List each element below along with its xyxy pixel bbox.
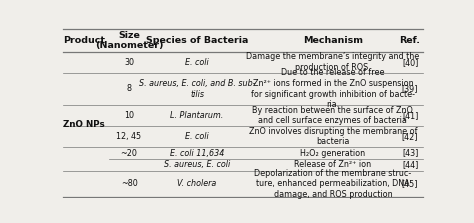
Text: L. Plantarum.: L. Plantarum.	[170, 111, 224, 120]
Text: [45]: [45]	[402, 179, 419, 188]
Text: Size
(Nanometer): Size (Nanometer)	[95, 31, 164, 50]
Text: 12, 45: 12, 45	[117, 132, 142, 141]
Text: Damage the membrane’s integrity and the
production of ROS.: Damage the membrane’s integrity and the …	[246, 52, 419, 72]
Text: ZnO involves disrupting the membrane of
bacteria: ZnO involves disrupting the membrane of …	[249, 127, 417, 147]
Text: 30: 30	[124, 58, 134, 67]
Text: S. aureus, E. coli, and B. sub-
tilis: S. aureus, E. coli, and B. sub- tilis	[139, 79, 255, 99]
Text: Mechanism: Mechanism	[303, 36, 363, 45]
Text: ~20: ~20	[120, 149, 137, 158]
Text: Depolarization of the membrane struc-
ture, enhanced permeabilization, DNA
damag: Depolarization of the membrane struc- tu…	[254, 169, 411, 199]
Text: S. aureus, E. coli: S. aureus, E. coli	[164, 161, 230, 169]
Text: By reaction between the surface of ZnO
and cell surface enzymes of bacteria: By reaction between the surface of ZnO a…	[253, 105, 413, 125]
Text: [42]: [42]	[402, 132, 419, 141]
Text: [40]: [40]	[402, 58, 418, 67]
Text: Species of Bacteria: Species of Bacteria	[146, 36, 248, 45]
Text: Due to the release of free
Zn²⁺ ions formed in the ZnO suspension
for significan: Due to the release of free Zn²⁺ ions for…	[251, 68, 415, 109]
Text: [44]: [44]	[402, 161, 418, 169]
Text: [43]: [43]	[402, 149, 418, 158]
Text: E. coli: E. coli	[185, 58, 209, 67]
Text: 10: 10	[124, 111, 134, 120]
Text: E. coli 11,634: E. coli 11,634	[170, 149, 224, 158]
Text: ZnO NPs: ZnO NPs	[63, 120, 105, 129]
Text: H₂O₂ generation: H₂O₂ generation	[301, 149, 365, 158]
Text: [39]: [39]	[402, 84, 419, 93]
Text: ~80: ~80	[121, 179, 137, 188]
Text: 8: 8	[127, 84, 132, 93]
Text: V. cholera: V. cholera	[177, 179, 217, 188]
Text: Product: Product	[63, 36, 105, 45]
Text: Release of Zn²⁺ ion: Release of Zn²⁺ ion	[294, 161, 372, 169]
Text: Ref.: Ref.	[400, 36, 420, 45]
Text: [41]: [41]	[402, 111, 418, 120]
Text: E. coli: E. coli	[185, 132, 209, 141]
